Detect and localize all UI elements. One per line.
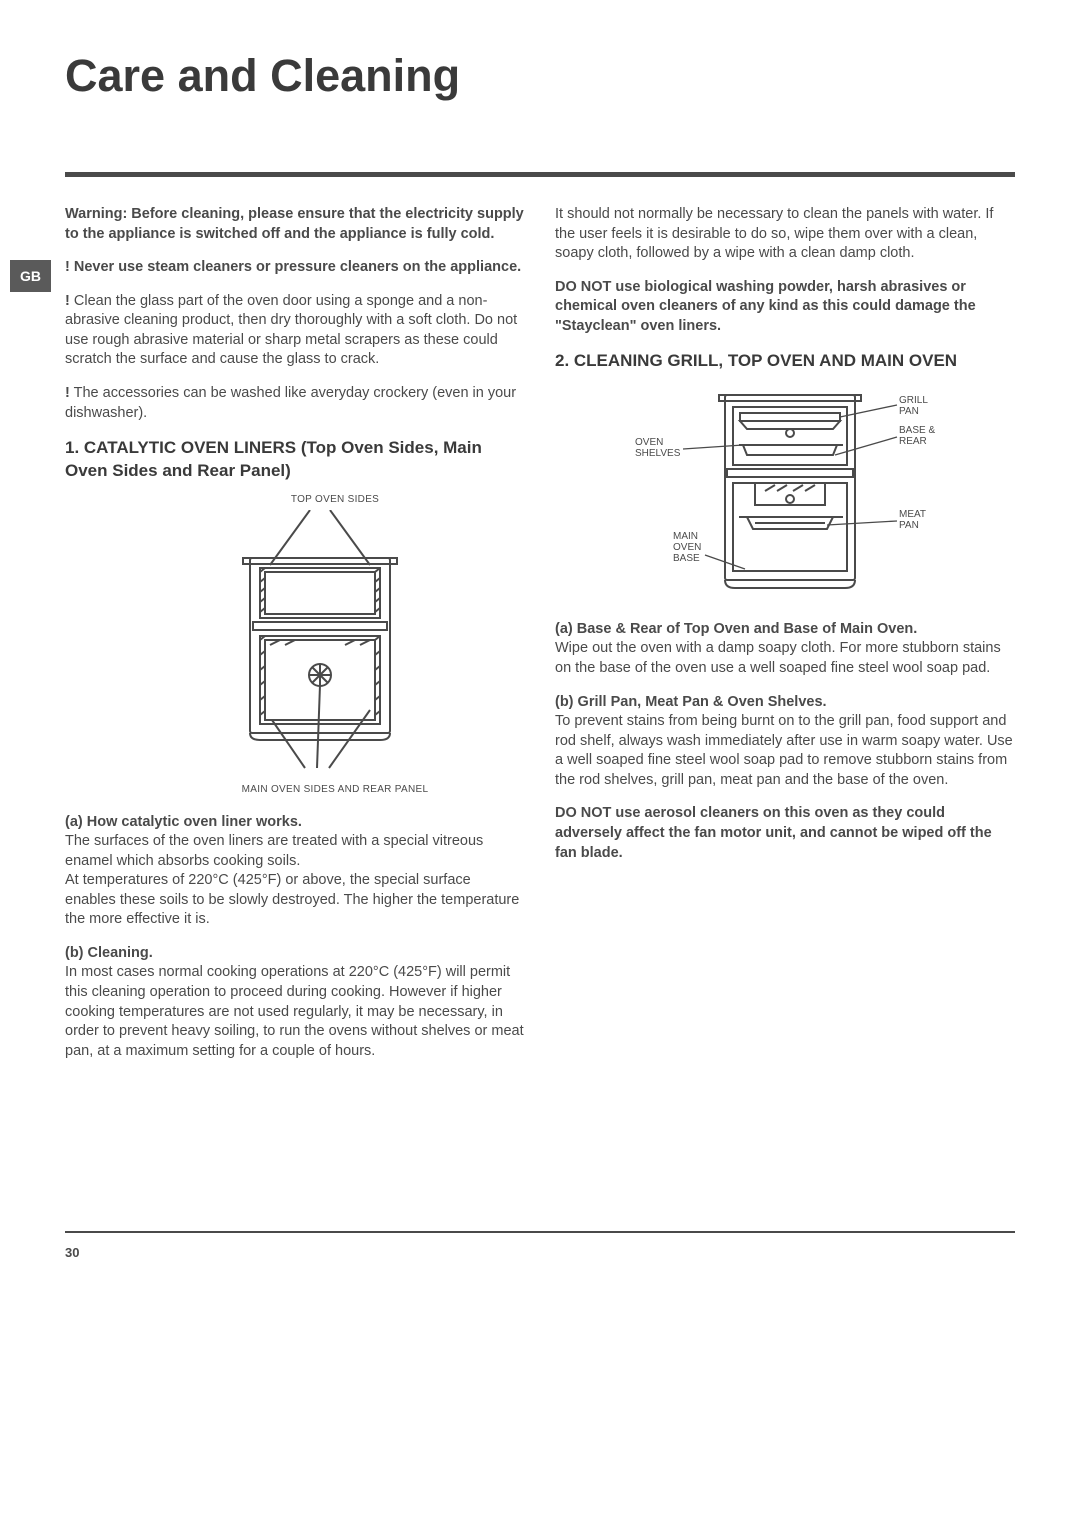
label-oven-shelves: OVENSHELVES xyxy=(635,437,681,459)
left-a-heading: (a) How catalytic oven liner works. xyxy=(65,813,525,833)
accessories-body: The accessories can be washed like avery… xyxy=(65,385,516,421)
right-intro: It should not normally be necessary to c… xyxy=(555,205,1015,264)
left-a-body2: At temperatures of 220°C (425°F) or abov… xyxy=(65,871,525,930)
left-b-heading: (b) Cleaning. xyxy=(65,944,525,964)
label-grill-pan: GRILLPAN xyxy=(899,395,928,417)
right-a-heading: (a) Base & Rear of Top Oven and Base of … xyxy=(555,620,1015,640)
label-main-oven-base: MAINOVENBASE xyxy=(673,531,701,564)
section-2-title: 2. CLEANING GRILL, TOP OVEN AND MAIN OVE… xyxy=(555,350,1015,373)
clean-glass-body: Clean the glass part of the oven door us… xyxy=(65,293,517,368)
label-meat-pan: MEATPAN xyxy=(899,509,926,531)
warning-text: Warning: Before cleaning, please ensure … xyxy=(65,205,525,244)
left-column: Warning: Before cleaning, please ensure … xyxy=(65,205,525,1061)
right-b-heading: (b) Grill Pan, Meat Pan & Oven Shelves. xyxy=(555,693,1015,713)
left-b-body: In most cases normal cooking operations … xyxy=(65,963,525,1061)
oven-diagram-1 xyxy=(65,510,525,777)
diagram1-bottom-label: MAIN OVEN SIDES AND REAR PANEL xyxy=(65,783,525,797)
diagram1-top-label: TOP OVEN SIDES xyxy=(65,493,525,507)
page-title: Care and Cleaning xyxy=(65,50,1015,102)
section-1-title: 1. CATALYTIC OVEN LINERS (Top Oven Sides… xyxy=(65,437,525,483)
page-number: 30 xyxy=(65,1245,1015,1260)
right-column: It should not normally be necessary to c… xyxy=(555,205,1015,1061)
title-rule xyxy=(65,172,1015,177)
footer-rule xyxy=(65,1231,1015,1233)
left-a-body1: The surfaces of the oven liners are trea… xyxy=(65,832,525,871)
label-base-rear: BASE &REAR xyxy=(899,425,935,447)
right-b-body: To prevent stains from being burnt on to… xyxy=(555,712,1015,790)
oven-diagram-2: GRILLPAN BASE &REAR MEATPAN OVENSHELVES … xyxy=(555,383,1015,610)
never-steam-text: ! Never use steam cleaners or pressure c… xyxy=(65,258,525,278)
right-donot1: DO NOT use biological washing powder, ha… xyxy=(555,278,1015,337)
accessories-text: ! The accessories can be washed like ave… xyxy=(65,384,525,423)
clean-glass-text: ! Clean the glass part of the oven door … xyxy=(65,292,525,370)
right-donot2: DO NOT use aerosol cleaners on this oven… xyxy=(555,804,1015,863)
gb-badge: GB xyxy=(10,260,51,292)
two-column-layout: Warning: Before cleaning, please ensure … xyxy=(65,205,1015,1061)
right-a-body: Wipe out the oven with a damp soapy clot… xyxy=(555,639,1015,678)
